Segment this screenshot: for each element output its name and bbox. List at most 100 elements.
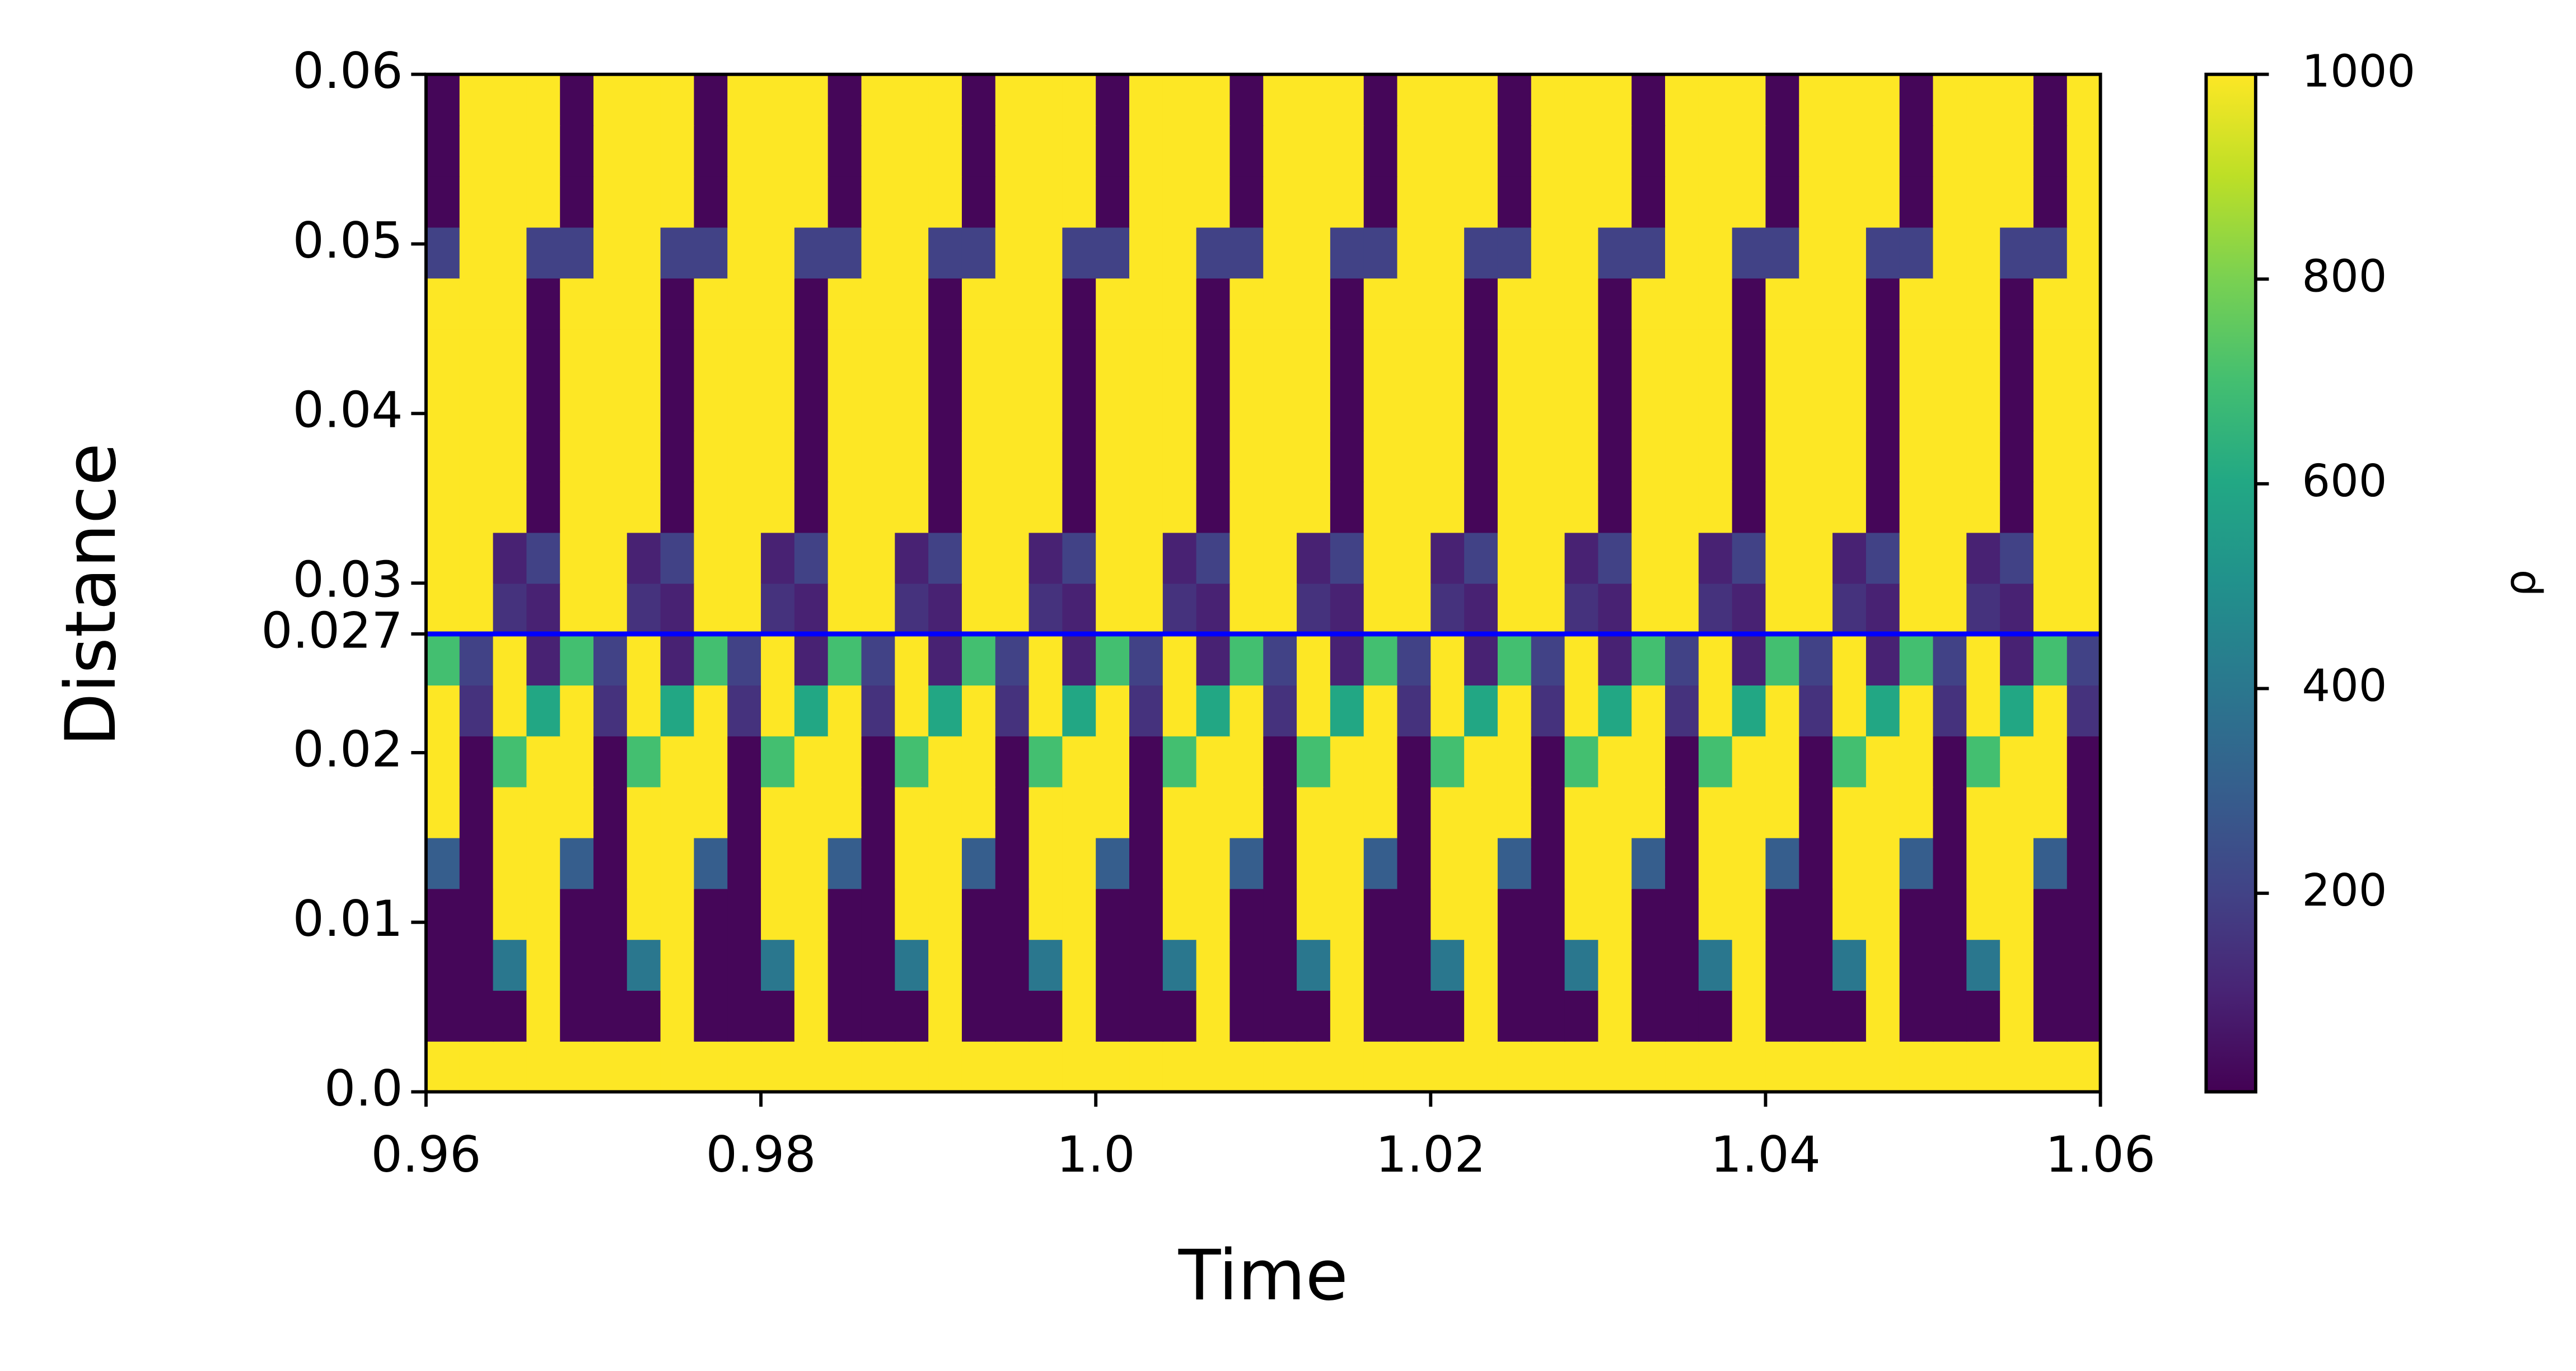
heatmap-cell [1799,990,1834,1042]
heatmap-cell [2067,735,2101,787]
heatmap-cell [794,837,829,889]
heatmap-cell [2067,990,2101,1042]
heatmap-cell [1464,990,1499,1042]
heatmap-cell [1229,939,1264,991]
heatmap-cell [1497,532,1532,584]
heatmap-cell [761,430,796,482]
heatmap-cell [1799,227,1834,279]
heatmap-cell [459,430,494,482]
heatmap-cell [1531,735,1565,787]
heatmap-cell [2000,583,2035,635]
heatmap-cell [1631,176,1666,228]
heatmap-cell [426,990,460,1042]
heatmap-cell [1397,278,1432,330]
heatmap-cell [1598,583,1633,635]
heatmap-cell [1229,328,1264,380]
heatmap-cell [2000,379,2035,431]
heatmap-cell [961,990,996,1042]
heatmap-cell [560,379,595,431]
heatmap-cell [727,532,762,584]
heatmap-cell [1765,684,1800,736]
heatmap-cell [995,532,1030,584]
heatmap-cell [426,481,460,533]
heatmap-cell [2033,278,2068,330]
heatmap-cell [1966,939,2001,991]
heatmap-cell [828,278,862,330]
heatmap-cell [526,328,561,380]
heatmap-cell [1028,633,1063,686]
heatmap-cell [1464,176,1499,228]
heatmap-cell [794,532,829,584]
heatmap-cell [727,633,762,686]
heatmap-cell [1866,430,1900,482]
heatmap-cell [1799,125,1834,177]
heatmap-cell [1363,786,1398,838]
y-tick-label: 0.01 [293,890,403,948]
heatmap-cell [1464,684,1499,736]
heatmap-cell [1665,633,1700,686]
heatmap-cell [1062,939,1097,991]
heatmap-cell [593,481,628,533]
heatmap-cell [1799,176,1834,228]
heatmap-cell [1698,888,1733,940]
heatmap-cell [1397,481,1432,533]
heatmap-cell [794,430,829,482]
heatmap-cell [928,532,963,584]
heatmap-cell [694,939,728,991]
heatmap-cell [1665,481,1700,533]
heatmap-cell [1062,888,1097,940]
heatmap-cell [1966,278,2001,330]
heatmap-cell [828,684,862,736]
heatmap-cell [1096,735,1130,787]
heatmap-cell [1799,1041,1834,1093]
heatmap-cell [928,328,963,380]
heatmap-cell [2067,278,2101,330]
heatmap-cell [1866,583,1900,635]
colorbar [2204,72,2257,1094]
heatmap-cell [1631,430,1666,482]
heatmap-cell [828,939,862,991]
heatmap-cell [1665,379,1700,431]
heatmap-cell [2000,786,2035,838]
heatmap-cell [895,125,929,177]
heatmap-cell [1129,227,1164,279]
heatmap-cell [1832,888,1867,940]
heatmap-cell [1899,74,1934,126]
heatmap-cell [1297,583,1331,635]
heatmap-cell [1598,939,1633,991]
heatmap-cell [1799,735,1834,787]
heatmap-cell [1062,532,1097,584]
heatmap-cell [761,125,796,177]
heatmap-cell [1196,888,1231,940]
heatmap-cell [1397,837,1432,889]
heatmap-cell [1799,379,1834,431]
heatmap-cell [1096,532,1130,584]
heatmap-cell [526,125,561,177]
heatmap-cell [493,328,527,380]
heatmap-cell [593,430,628,482]
heatmap-cell [593,786,628,838]
heatmap-cell [1765,735,1800,787]
heatmap-cell [861,278,896,330]
heatmap-cell [2000,532,2035,584]
heatmap-cell [928,227,963,279]
heatmap-cell [1732,74,1766,126]
heatmap-cell [2000,939,2035,991]
heatmap-cell [1297,735,1331,787]
heatmap-cell [1564,990,1599,1042]
heatmap-cell [593,684,628,736]
heatmap-cell [1799,633,1834,686]
heatmap-cell [1263,1041,1298,1093]
heatmap-cell [928,278,963,330]
heatmap-cell [1598,532,1633,584]
heatmap-cell [1732,633,1766,686]
heatmap-cell [493,1041,527,1093]
heatmap-cell [1665,939,1700,991]
heatmap-cell [1866,278,1900,330]
heatmap-cell [1933,125,1967,177]
heatmap-cell [1531,379,1565,431]
heatmap-cell [1765,430,1800,482]
heatmap-cell [1397,125,1432,177]
heatmap-cell [1598,125,1633,177]
heatmap-cell [1430,837,1465,889]
